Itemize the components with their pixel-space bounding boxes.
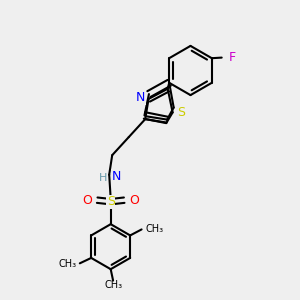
Text: F: F — [228, 51, 236, 64]
Text: O: O — [82, 194, 92, 207]
Text: O: O — [130, 194, 140, 207]
Text: S: S — [177, 106, 185, 119]
Text: CH₃: CH₃ — [58, 259, 76, 269]
Text: CH₃: CH₃ — [104, 280, 122, 290]
Text: H: H — [99, 173, 108, 183]
Text: N: N — [112, 170, 121, 183]
Text: S: S — [107, 195, 115, 208]
Text: CH₃: CH₃ — [145, 224, 163, 234]
Text: N: N — [136, 91, 145, 104]
